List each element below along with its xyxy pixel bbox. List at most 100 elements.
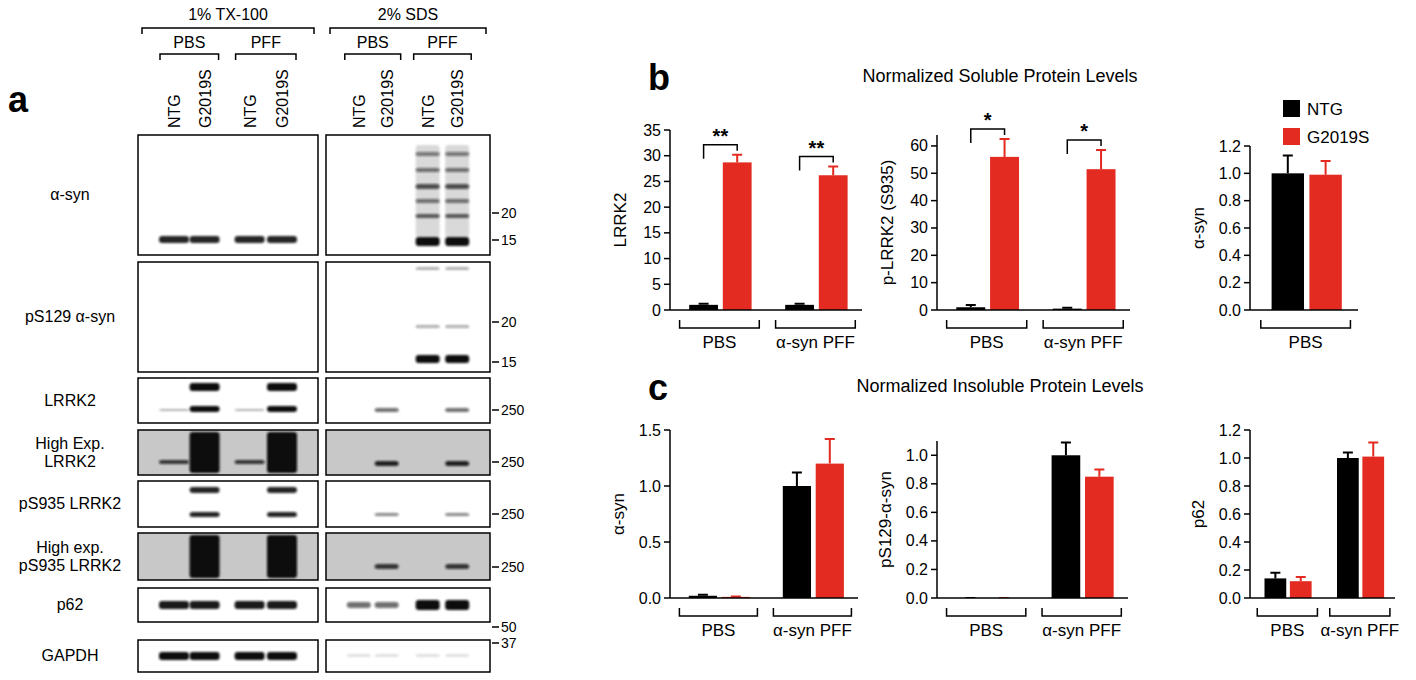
y-tick-label: 30	[910, 219, 928, 236]
blot-band	[375, 408, 399, 412]
y-tick-label: 1.2	[1219, 422, 1241, 439]
bar	[1085, 477, 1114, 598]
blot-band	[416, 267, 440, 270]
blot-frame	[326, 481, 490, 527]
marker-label: 37	[501, 635, 517, 651]
blot-band	[159, 409, 189, 411]
blot-band	[445, 600, 469, 610]
marker-label: 50	[501, 619, 517, 635]
significance-label: **	[713, 125, 729, 147]
category-label: PBS	[701, 621, 735, 640]
marker-dash	[492, 461, 499, 463]
y-tick-label: 0.4	[906, 532, 928, 549]
y-tick-label: 30	[643, 147, 661, 164]
y-axis	[936, 135, 938, 310]
bar	[1337, 458, 1359, 598]
blot-frame	[326, 640, 490, 672]
y-tick	[1244, 569, 1250, 571]
blot-background	[326, 135, 490, 255]
error-bar	[699, 304, 709, 305]
chart: 0102030405060p-LRRK2 (S935)PBSα-syn PFF*…	[878, 109, 1130, 352]
marker-dash	[492, 642, 499, 644]
condition-bracket	[330, 28, 486, 34]
blot-band	[416, 237, 440, 246]
category-bracket	[947, 320, 1027, 328]
y-tick-label: 0.0	[639, 590, 661, 607]
blot-band	[416, 145, 440, 237]
category-bracket	[773, 608, 851, 616]
x-axis	[1250, 597, 1395, 599]
plot-area	[956, 139, 1115, 310]
y-tick	[931, 255, 937, 257]
x-axis	[1250, 309, 1358, 311]
row-label: pS129 α-syn	[25, 308, 115, 325]
blot-band	[235, 409, 265, 411]
row-label: GAPDH	[42, 647, 99, 664]
blot-band	[445, 152, 469, 156]
legend-label: NTG	[1307, 100, 1343, 119]
y-tick	[1244, 309, 1250, 311]
blot-band	[445, 564, 469, 569]
blot-background	[138, 135, 318, 255]
section-title: Normalized Soluble Protein Levels	[862, 66, 1137, 86]
x-axis	[670, 309, 862, 311]
blot-band	[416, 214, 440, 218]
marker-label: 250	[501, 402, 525, 418]
blot-band	[445, 184, 469, 189]
y-tick	[664, 181, 670, 183]
y-tick	[931, 455, 937, 457]
y-tick	[931, 569, 937, 571]
treatment-label: PBS	[173, 34, 205, 51]
blot-band	[416, 168, 440, 172]
error-bar	[792, 473, 802, 486]
chart: 0.00.20.40.60.81.01.2p62PBSα-syn PFF	[1189, 422, 1399, 641]
blot-band	[267, 535, 297, 578]
y-tick-label: 10	[643, 250, 661, 267]
y-axis-label: α-syn	[609, 493, 628, 535]
marker-dash	[492, 212, 499, 214]
blot-band	[416, 199, 440, 203]
category-label: PBS	[969, 621, 1003, 640]
blot-band	[416, 184, 440, 189]
blot-band	[416, 325, 440, 328]
treatment-bracket	[160, 54, 219, 60]
blot-band	[445, 237, 469, 246]
bar	[723, 162, 752, 310]
y-tick	[1244, 200, 1250, 202]
y-tick	[664, 155, 670, 157]
panel-letter: a	[8, 79, 29, 120]
y-axis	[669, 430, 671, 598]
significance-label: **	[809, 137, 825, 159]
blot-band	[375, 513, 399, 516]
y-tick-label: 0.2	[906, 561, 928, 578]
blot-frame	[138, 588, 318, 622]
blot-band	[445, 461, 469, 466]
error-bar	[1270, 573, 1280, 579]
blot-background	[138, 378, 318, 423]
plot-area	[689, 155, 847, 310]
y-tick	[1244, 457, 1250, 459]
marker-label: 250	[501, 506, 525, 522]
blot-band	[190, 652, 220, 660]
plot-area	[689, 439, 844, 598]
blot-band	[267, 487, 297, 493]
y-tick-label: 15	[643, 224, 661, 241]
blot-background	[326, 262, 490, 372]
blot-band	[190, 236, 220, 243]
row-label: High exp.	[36, 539, 104, 556]
error-bar	[732, 155, 742, 163]
blot-band	[190, 535, 220, 578]
y-axis-label: pS129-α-syn	[876, 471, 895, 568]
treatment-label: PFF	[427, 34, 457, 51]
significance-bracket	[971, 129, 1005, 143]
blot-band	[375, 602, 399, 608]
blot-frame	[326, 533, 490, 580]
bar	[819, 175, 848, 310]
blot-frame	[138, 430, 318, 475]
y-axis-label: α-syn	[1189, 207, 1208, 249]
marker-label: 15	[501, 232, 517, 248]
y-tick-label: 0.2	[1219, 562, 1241, 579]
category-bracket	[1042, 608, 1121, 616]
y-tick-label: 0.4	[1219, 247, 1241, 264]
marker-dash	[492, 239, 499, 241]
